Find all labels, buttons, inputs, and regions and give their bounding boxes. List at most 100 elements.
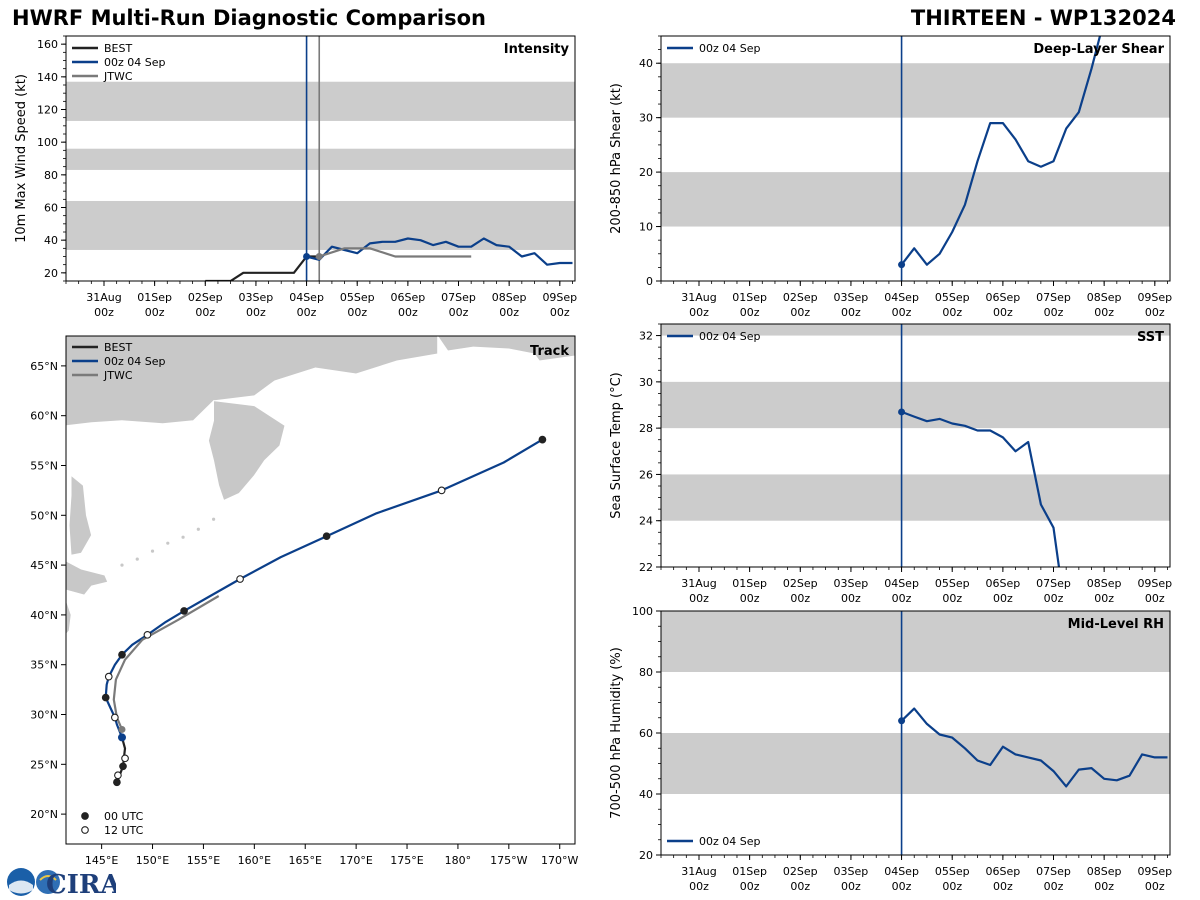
track-island-0 — [120, 563, 124, 567]
intensity-xtick-day-8: 08Sep — [492, 291, 527, 304]
rh-xtick-hour-3: 00z — [841, 880, 861, 893]
rh-xtick-hour-9: 00z — [1145, 880, 1165, 893]
intensity-xtick-hour-2: 00z — [195, 306, 215, 319]
intensity-xtick-hour-1: 00z — [145, 306, 165, 319]
rh-title: Mid-Level RH — [1068, 617, 1164, 632]
track-ytick-label-3: 35°N — [30, 659, 58, 672]
rh-xtick-hour-4: 00z — [892, 880, 912, 893]
sst-ytick-label-1: 24 — [639, 515, 653, 528]
sst-frame — [660, 323, 1171, 568]
intensity-xtick-hour-6: 00z — [398, 306, 418, 319]
sst-legend-label-0: 00z 04 Sep — [699, 330, 761, 343]
intensity-xtick-hour-4: 00z — [297, 306, 317, 319]
shear-band-0 — [661, 172, 1170, 227]
intensity-ytick-label-3: 80 — [44, 169, 58, 182]
sst-xtick-day-5: 05Sep — [935, 577, 970, 590]
shear-xtick-day-8: 08Sep — [1087, 291, 1122, 304]
rh-xtick-hour-6: 00z — [993, 880, 1013, 893]
intensity-xtick-day-4: 04Sep — [289, 291, 324, 304]
intensity-series-1-line — [306, 237, 573, 266]
sst-band-0 — [661, 474, 1170, 521]
sst-band-1 — [661, 381, 1170, 429]
shear-xtick-day-9: 09Sep — [1137, 291, 1172, 304]
track-xtick-label-1: 150°E — [136, 854, 169, 867]
track-ytick-label-8: 60°N — [30, 410, 58, 423]
shear-ytick-label-4: 40 — [639, 57, 653, 70]
track-panel: 145°E 150°E 155°E 160°E 165°E 170°E 175°E 180° 1… — [30, 335, 579, 867]
intensity-xtick-hour-5: 00z — [347, 306, 367, 319]
track-series-1-marker-0 — [111, 713, 119, 722]
intensity-xtick-hour-0: 00z — [94, 306, 114, 319]
track-series-1-marker-8 — [437, 486, 446, 495]
sst-band-2 — [661, 324, 1170, 336]
track-xtick-label-6: 175°E — [390, 854, 423, 867]
track-map-area — [66, 336, 575, 787]
track-marker-legend-symbol-1 — [81, 826, 89, 834]
shear-title: Deep-Layer Shear — [1033, 42, 1164, 57]
sst-xtick-hour-2: 00z — [790, 592, 810, 605]
intensity-xtick-hour-3: 00z — [246, 306, 266, 319]
shear-xtick-hour-0: 00z — [689, 306, 709, 319]
track-series-2-line — [112, 595, 220, 730]
track-init-marker — [117, 733, 126, 742]
sst-xtick-day-9: 09Sep — [1137, 577, 1172, 590]
rh-ylabel: 700-500 hPa Humidity (%) — [609, 647, 624, 819]
sst-plot-area — [661, 324, 1170, 567]
globe-icon — [36, 870, 60, 894]
rh-xtick-hour-2: 00z — [790, 880, 810, 893]
rh-legend-label-0: 00z 04 Sep — [699, 835, 761, 848]
shear-legend-label-0: 00z 04 Sep — [699, 42, 761, 55]
track-ytick-label-2: 30°N — [30, 709, 58, 722]
track-xtick-label-3: 160°E — [238, 854, 271, 867]
shear-xtick-hour-7: 00z — [1044, 306, 1064, 319]
shear-xtick-day-0: 31Aug — [681, 291, 716, 304]
intensity-xtick-day-9: 09Sep — [542, 291, 577, 304]
sst-xtick-hour-6: 00z — [993, 592, 1013, 605]
shear-ytick-label-1: 10 — [639, 221, 653, 234]
intensity-xtick-hour-7: 00z — [449, 306, 469, 319]
intensity-ytick-label-7: 160 — [37, 38, 58, 51]
sst-series-0-line — [901, 410, 1061, 567]
shear-xtick-day-6: 06Sep — [985, 291, 1020, 304]
rh-ytick-label-4: 100 — [632, 605, 653, 618]
track-ytick-label-4: 40°N — [30, 609, 58, 622]
intensity-series-0-line — [205, 255, 320, 281]
sst-xtick-hour-4: 00z — [892, 592, 912, 605]
rh-xtick-day-2: 02Sep — [783, 865, 818, 878]
intensity-band-0 — [66, 200, 575, 250]
rh-series-0-line — [900, 707, 1168, 788]
track-island-1 — [135, 557, 139, 561]
track-series-1-marker-7 — [322, 532, 331, 541]
shear-ylabel: 200-850 hPa Shear (kt) — [609, 83, 624, 234]
track-xtick-label-7: 180° — [445, 854, 472, 867]
sst-ytick-label-2: 26 — [639, 468, 653, 481]
sst-xtick-day-3: 03Sep — [834, 577, 869, 590]
rh-xtick-hour-0: 00z — [689, 880, 709, 893]
intensity-panel: 20 40 60 80 100 120 140 160 31Aug 00z 01Sep 00z 02Se… — [14, 35, 577, 319]
intensity-ytick-label-6: 140 — [37, 71, 58, 84]
track-series-0-marker-3 — [121, 754, 129, 763]
track-xtick-label-8: 175°W — [490, 854, 527, 867]
shear-series-0-marker — [898, 261, 906, 269]
track-series-1-marker-5 — [180, 607, 188, 615]
track-land-1 — [208, 400, 286, 501]
intensity-xtick-day-6: 06Sep — [390, 291, 425, 304]
track-xtick-label-4: 165°E — [289, 854, 322, 867]
track-marker-legend-label-0: 00 UTC — [104, 810, 144, 823]
shear-xtick-day-3: 03Sep — [834, 291, 869, 304]
intensity-series-2-marker — [315, 253, 323, 260]
rh-band-0 — [661, 733, 1170, 794]
rh-xtick-day-0: 31Aug — [681, 865, 716, 878]
shear-xtick-day-4: 04Sep — [884, 291, 919, 304]
sst-series-0-marker — [898, 408, 906, 416]
shear-plot-area — [661, 36, 1170, 281]
track-xtick-label-9: 170°W — [541, 854, 578, 867]
rh-xtick-hour-7: 00z — [1044, 880, 1064, 893]
rh-panel: 20 40 60 80 100 31Aug 00z 01Sep 00z 02Sep 00z 03Sep… — [609, 605, 1172, 893]
intensity-legend-label-0: BEST — [104, 42, 132, 55]
intensity-legend-label-2: JTWC — [103, 70, 133, 83]
sst-xtick-hour-9: 00z — [1145, 592, 1165, 605]
track-series-0-marker-1 — [114, 771, 122, 780]
rh-ytick-label-1: 40 — [639, 788, 653, 801]
